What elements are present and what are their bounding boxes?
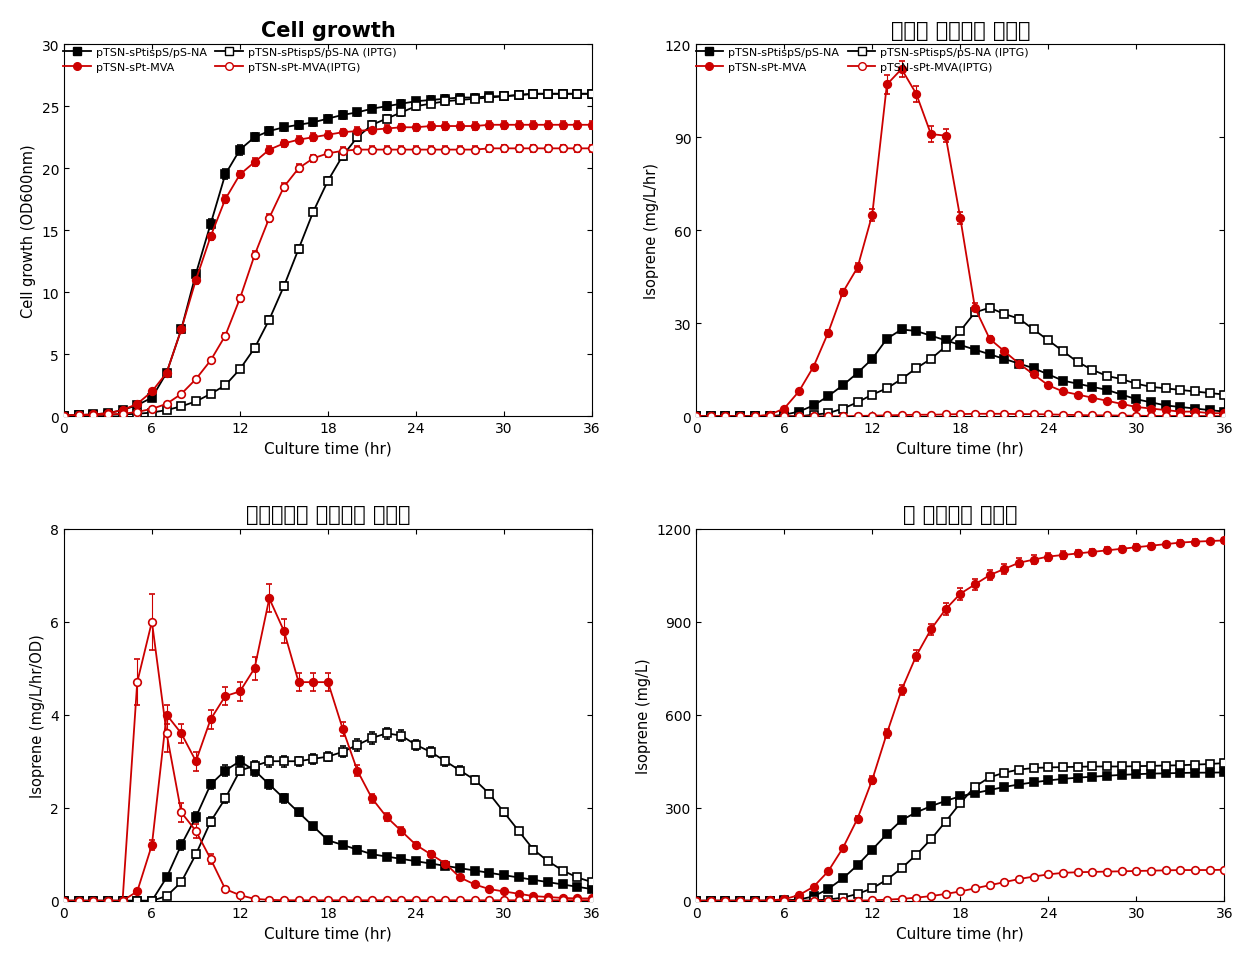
Y-axis label: Cell growth (OD600nm): Cell growth (OD600nm)	[21, 144, 36, 318]
X-axis label: Culture time (hr): Culture time (hr)	[897, 925, 1025, 940]
Y-axis label: Isoprene (mg/L/hr): Isoprene (mg/L/hr)	[645, 163, 660, 299]
Legend: pTSN-sPtispS/pS-NA, pTSN-sPt-MVA, pTSN-sPtispS/pS-NA (IPTG), pTSN-sPt-MVA(IPTG): pTSN-sPtispS/pS-NA, pTSN-sPt-MVA, pTSN-s…	[59, 43, 401, 78]
Title: Cell growth: Cell growth	[261, 21, 395, 40]
Title: 단위세포당 이소프렌 생산량: 단위세포당 이소프렌 생산량	[246, 505, 410, 525]
X-axis label: Culture time (hr): Culture time (hr)	[897, 441, 1025, 456]
Title: 총 이소프렌 생산량: 총 이소프렌 생산량	[903, 505, 1017, 525]
Legend: pTSN-sPtispS/pS-NA, pTSN-sPt-MVA, pTSN-sPtispS/pS-NA (IPTG), pTSN-sPt-MVA(IPTG): pTSN-sPtispS/pS-NA, pTSN-sPt-MVA, pTSN-s…	[691, 43, 1033, 78]
Title: 시간당 이소프렌 생산량: 시간당 이소프렌 생산량	[890, 21, 1030, 40]
X-axis label: Culture time (hr): Culture time (hr)	[265, 925, 391, 940]
X-axis label: Culture time (hr): Culture time (hr)	[265, 441, 391, 456]
Y-axis label: Isoprene (mg/L/hr/OD): Isoprene (mg/L/hr/OD)	[30, 633, 45, 797]
Y-axis label: Isoprene (mg/L): Isoprene (mg/L)	[636, 657, 651, 773]
